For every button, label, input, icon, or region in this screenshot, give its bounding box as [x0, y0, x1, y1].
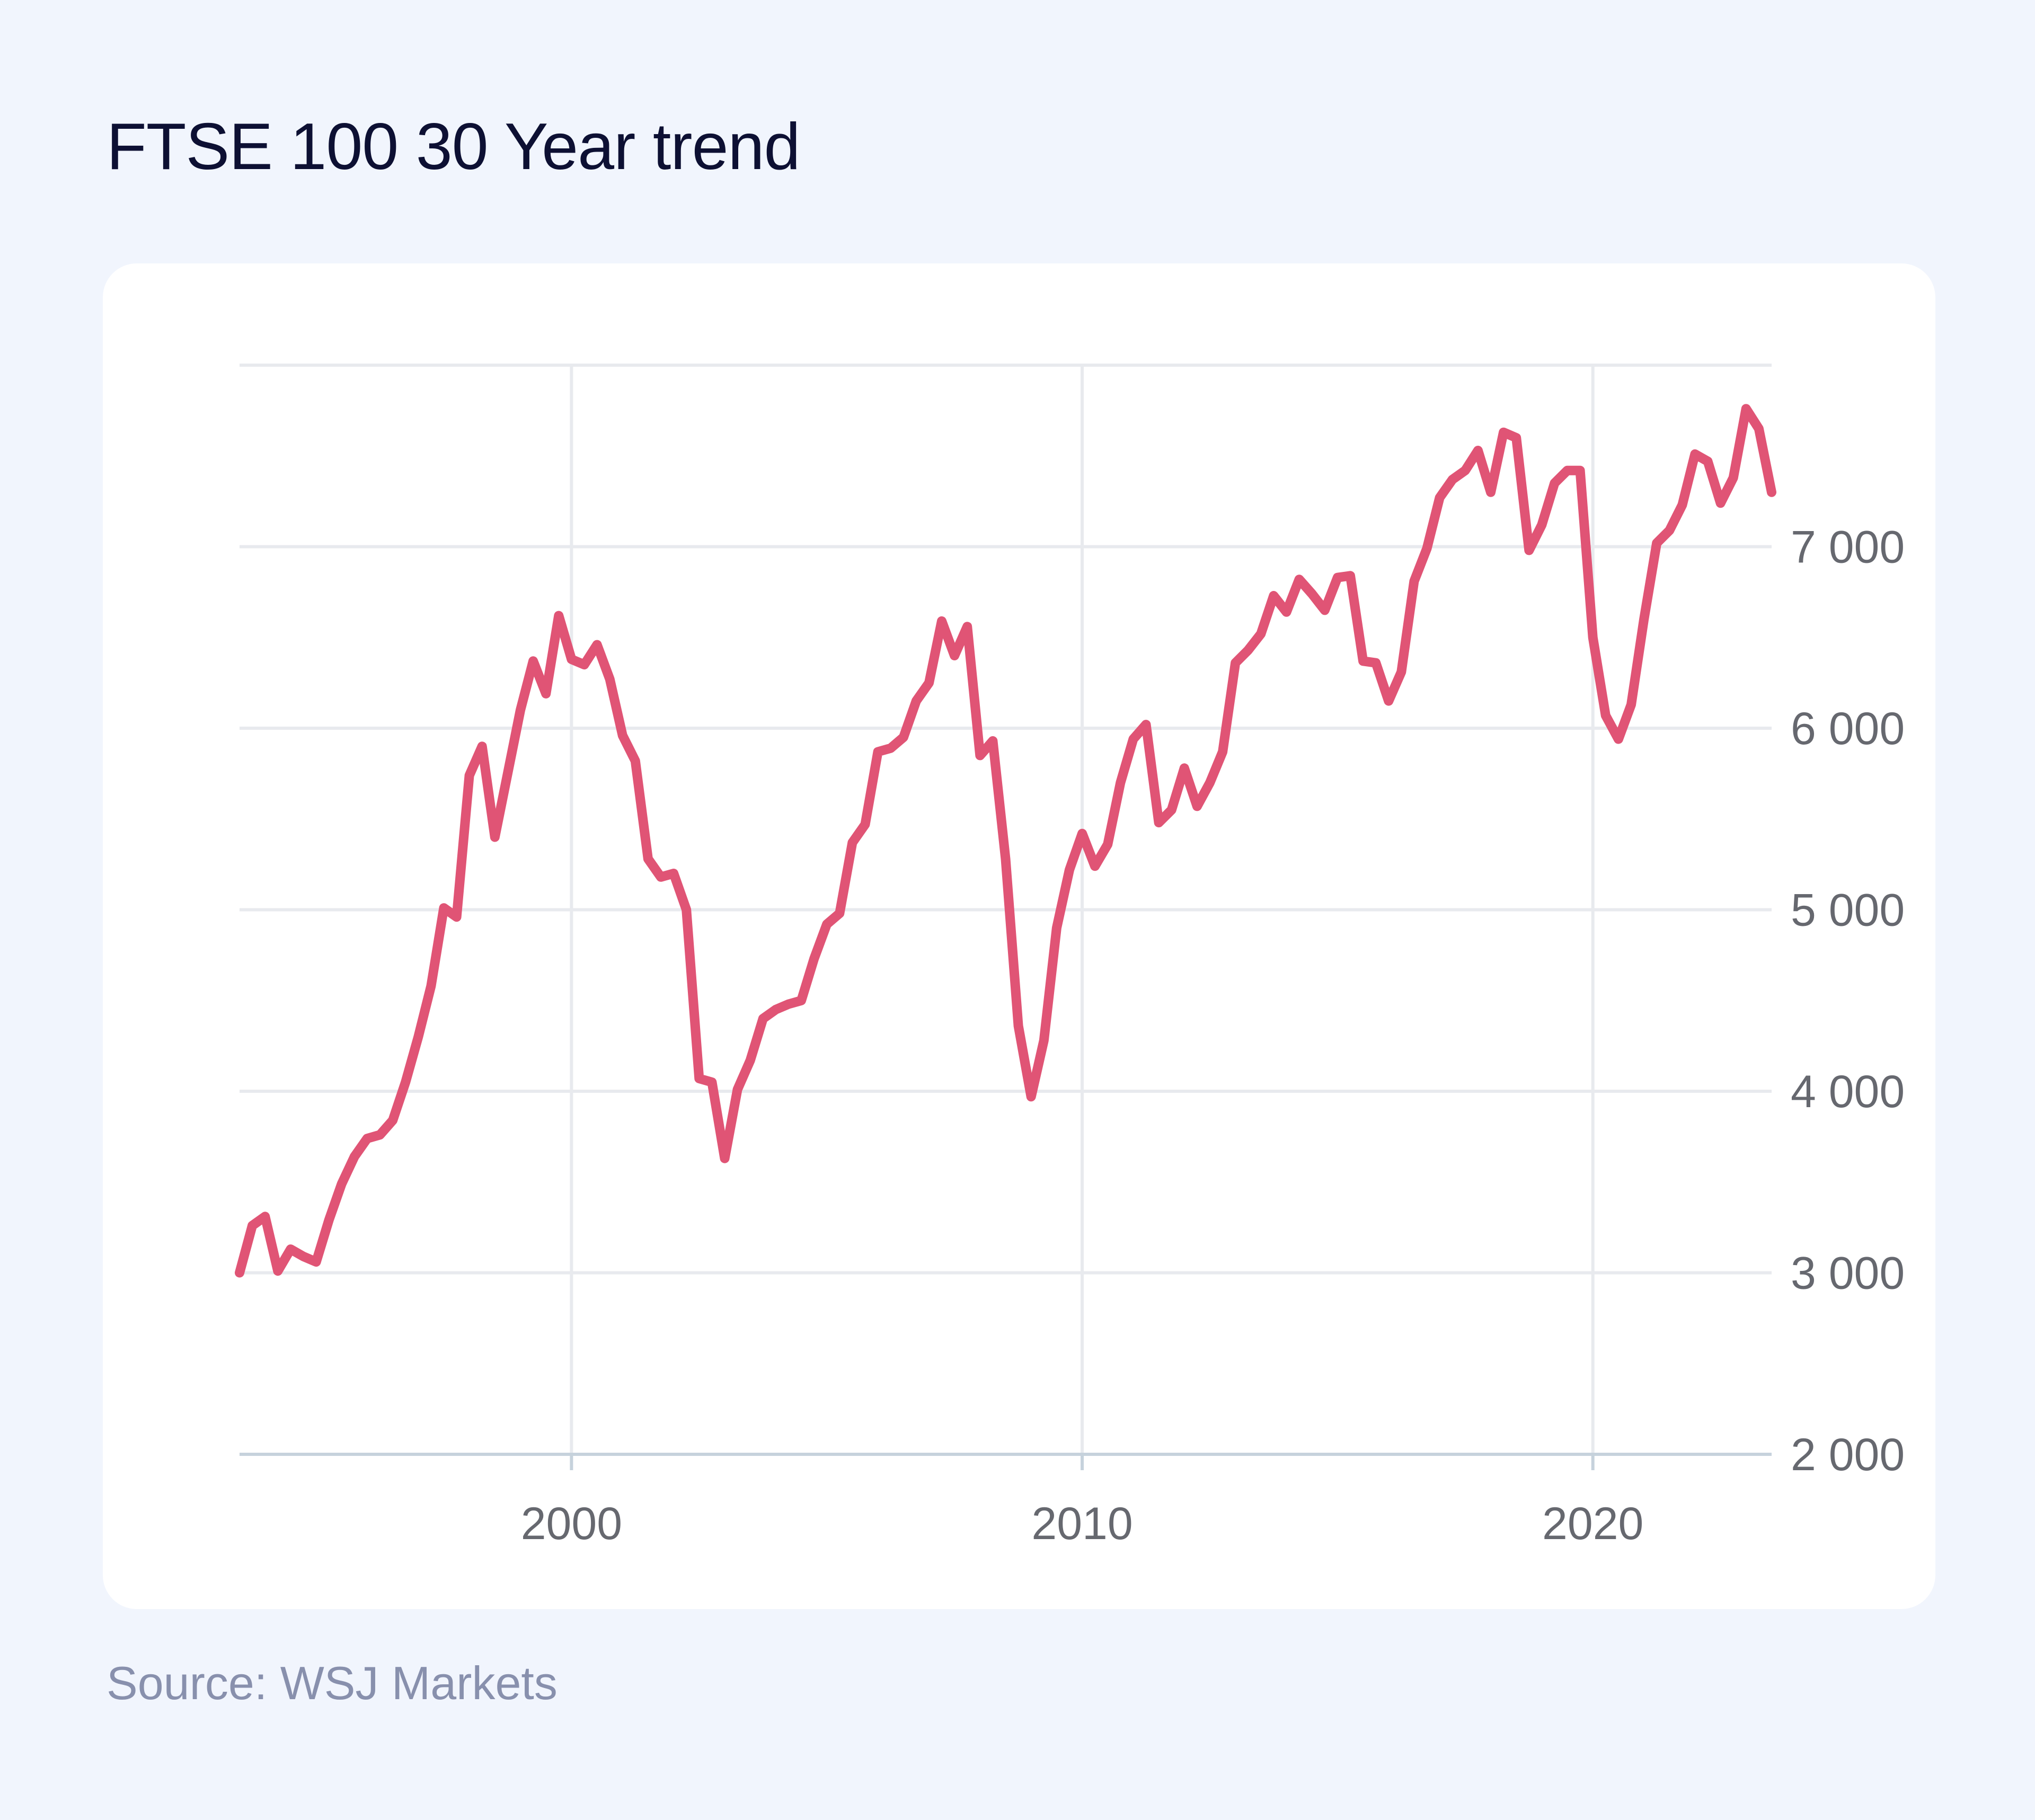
series-layer	[235, 404, 1776, 1278]
x-tick-label: 2000	[521, 1498, 622, 1549]
y-tick-label: 2 000	[1791, 1429, 1905, 1480]
grid-lines	[240, 364, 1772, 1454]
tick-labels: 2 000 3 000 4 000 5 000 6 000 7 000 2000 2010 20…	[521, 522, 1905, 1550]
x-tick-label: 2010	[1031, 1498, 1132, 1549]
y-tick-label: 6 000	[1791, 703, 1905, 754]
source-note: Source: WSJ Markets	[107, 1657, 558, 1709]
y-tick-label: 5 000	[1791, 885, 1905, 936]
ftse-series-line	[235, 404, 1776, 1278]
x-axis-line	[240, 1453, 1772, 1470]
line-chart: 2 000 3 000 4 000 5 000 6 000 7 000 2000 2010 20…	[235, 364, 1905, 1550]
y-tick-label: 3 000	[1791, 1248, 1905, 1299]
chart-title: FTSE 100 30 Year trend	[107, 110, 800, 183]
y-tick-label: 4 000	[1791, 1066, 1905, 1117]
chart-card: 2 000 3 000 4 000 5 000 6 000 7 000 2000 2010 20…	[103, 263, 1935, 1609]
y-tick-label: 7 000	[1791, 522, 1905, 573]
x-tick-label: 2020	[1542, 1498, 1643, 1549]
